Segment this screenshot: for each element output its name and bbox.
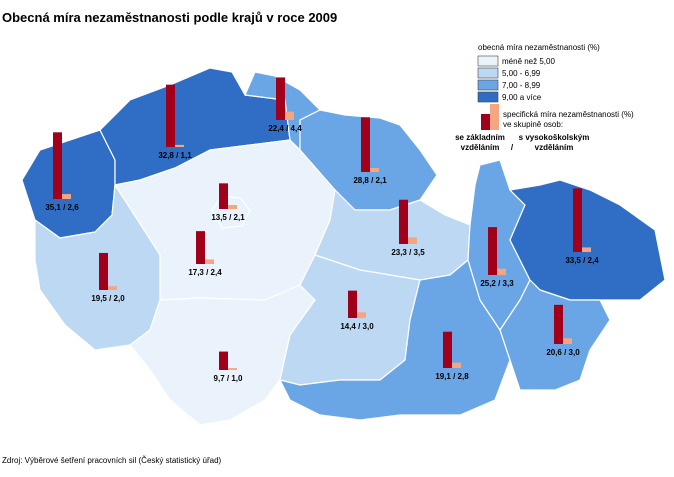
legend-separator: / — [511, 143, 514, 152]
title: Obecná míra nezaměstnanosti podle krajů … — [2, 10, 337, 25]
bar-tertiary — [497, 268, 506, 275]
bar-basic — [399, 199, 408, 244]
bar-basic — [166, 84, 175, 147]
bar-tertiary — [452, 362, 461, 368]
bar-basic — [361, 117, 370, 172]
bar-tertiary — [582, 247, 591, 252]
legend-label: 9,00 a více — [502, 93, 542, 102]
legend-label: 5,00 - 6,99 — [502, 69, 541, 78]
value-label: 32,8 / 1,1 — [158, 151, 192, 160]
bar-basic — [348, 290, 357, 318]
legend-bar-tertiary — [490, 104, 499, 130]
legend-basic-label: vzděláním — [461, 143, 500, 152]
value-label: 19,5 / 2,0 — [91, 294, 125, 303]
bar-basic — [196, 231, 205, 264]
value-label: 17,3 / 2,4 — [188, 268, 222, 277]
value-label: 33,5 / 2,4 — [565, 256, 599, 265]
bar-basic — [573, 188, 582, 252]
legend: obecná míra nezaměstnanosti (%) méně než … — [455, 43, 634, 152]
value-label: 13,5 / 2,1 — [211, 213, 245, 222]
legend-label: 7,00 - 8,99 — [502, 81, 541, 90]
value-label: 25,2 / 3,3 — [480, 279, 514, 288]
legend-tertiary-label: vzděláním — [535, 143, 574, 152]
bar-basic — [554, 304, 563, 344]
bar-basic — [53, 132, 62, 199]
value-label: 22,4 / 4,4 — [268, 124, 302, 133]
bar-tertiary — [175, 144, 184, 147]
legend-basic-label: se základním — [455, 133, 505, 142]
bar-tertiary — [357, 312, 366, 318]
bars: 35,1 / 2,6 32,8 / 1,1 22,4 / 4,4 28,8 / 2,1… — [45, 77, 599, 383]
bar-tertiary — [285, 111, 294, 120]
regions — [21, 67, 666, 426]
value-label: 19,1 / 2,8 — [435, 372, 469, 381]
value-label: 14,4 / 3,0 — [340, 322, 374, 331]
bar-tertiary — [563, 338, 572, 344]
bar-basic — [219, 183, 228, 209]
legend-swatch — [477, 91, 499, 103]
legend-swatch — [477, 67, 499, 79]
bar-tertiary — [62, 194, 71, 199]
legend-title: obecná míra nezaměstnanosti (%) — [478, 43, 600, 52]
legend-bars-title: ve skupině osob: — [503, 120, 563, 129]
bar-tertiary — [228, 368, 237, 370]
value-label: 35,1 / 2,6 — [45, 203, 79, 212]
legend-swatch — [477, 55, 499, 67]
value-label: 23,3 / 3,5 — [391, 248, 425, 257]
bar-basic — [276, 77, 285, 120]
bar-basic — [219, 351, 228, 370]
bar-tertiary — [228, 205, 237, 209]
bar-tertiary — [408, 237, 417, 244]
bar-tertiary — [205, 259, 214, 264]
bar-basic — [443, 331, 452, 368]
region — [509, 179, 666, 301]
legend-bar-basic — [481, 114, 490, 130]
bar-basic — [488, 227, 497, 275]
bar-tertiary — [108, 286, 117, 290]
legend-label: méně než 5,00 — [502, 57, 555, 66]
value-label: 20,6 / 3,0 — [546, 348, 580, 357]
legend-swatch — [477, 79, 499, 91]
legend-bars-title: specifická míra nezaměstnanosti (%) — [503, 110, 634, 119]
bar-tertiary — [370, 168, 379, 172]
source: Zdroj: Výběrové šetření pracovních sil (… — [2, 456, 222, 465]
value-label: 28,8 / 2,1 — [353, 176, 387, 185]
value-label: 9,7 / 1,0 — [214, 374, 243, 383]
bar-basic — [99, 252, 108, 290]
legend-tertiary-label: s vysokoškolským — [519, 133, 590, 142]
